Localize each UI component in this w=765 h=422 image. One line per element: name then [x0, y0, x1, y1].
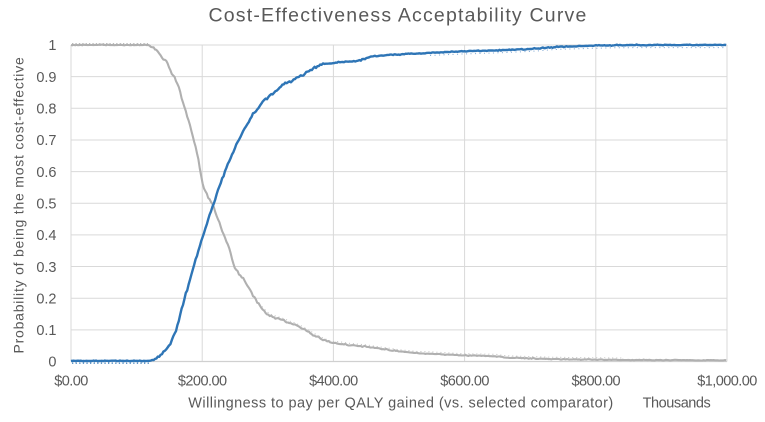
- svg-text:$0.00: $0.00: [54, 373, 88, 389]
- svg-text:$600.00: $600.00: [440, 373, 489, 389]
- svg-text:Willingness to pay per QALY ga: Willingness to pay per QALY gained (vs. …: [188, 395, 613, 411]
- svg-text:Probability of being the most: Probability of being the most cost-effec…: [11, 56, 27, 353]
- svg-text:$800.00: $800.00: [572, 373, 621, 389]
- svg-text:$1,000.00: $1,000.00: [697, 373, 757, 389]
- svg-text:1: 1: [48, 38, 56, 54]
- svg-text:$400.00: $400.00: [309, 373, 358, 389]
- svg-text:0.1: 0.1: [36, 323, 56, 339]
- svg-text:0.3: 0.3: [36, 260, 56, 276]
- svg-text:$200.00: $200.00: [178, 373, 227, 389]
- svg-text:0.7: 0.7: [36, 133, 56, 149]
- svg-text:0.6: 0.6: [36, 165, 56, 181]
- svg-text:Cost-Effectiveness Acceptabili: Cost-Effectiveness Acceptability Curve: [208, 5, 587, 27]
- svg-text:0.5: 0.5: [36, 196, 56, 212]
- svg-text:0.2: 0.2: [36, 291, 56, 307]
- svg-text:0: 0: [48, 355, 56, 371]
- svg-text:Thousands: Thousands: [643, 395, 711, 411]
- svg-text:0.4: 0.4: [36, 228, 56, 244]
- svg-text:0.8: 0.8: [36, 102, 56, 118]
- svg-text:0.9: 0.9: [36, 70, 56, 86]
